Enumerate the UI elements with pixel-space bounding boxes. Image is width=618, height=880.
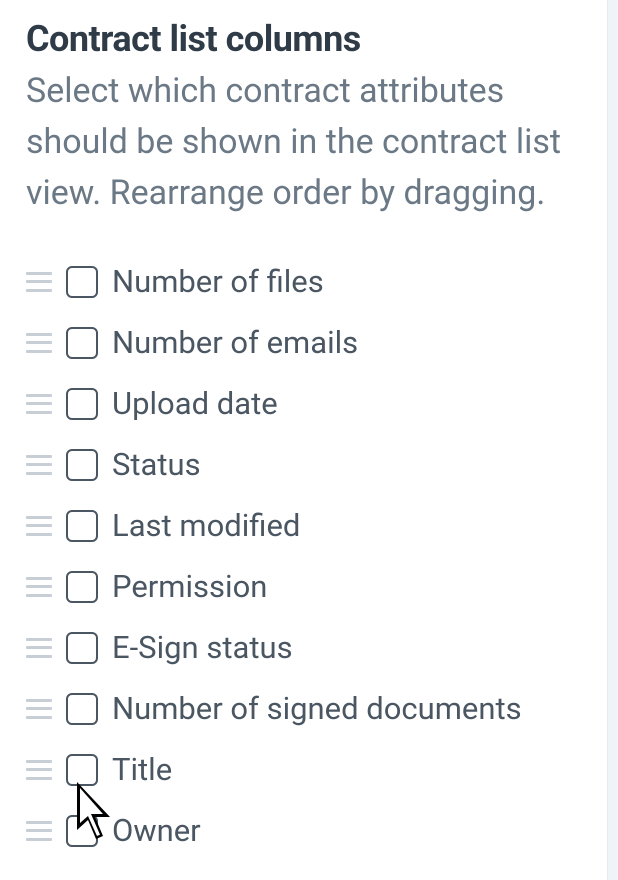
column-checkbox[interactable]: [66, 571, 98, 603]
column-checkbox[interactable]: [66, 327, 98, 359]
column-checkbox[interactable]: [66, 388, 98, 420]
column-row[interactable]: Status: [26, 446, 581, 483]
drag-handle-icon[interactable]: [26, 516, 52, 536]
column-row[interactable]: Number of signed documents: [26, 690, 581, 727]
drag-handle-icon[interactable]: [26, 455, 52, 475]
drag-handle-icon[interactable]: [26, 638, 52, 658]
column-label: Status: [112, 446, 201, 483]
column-label: Title: [112, 751, 172, 788]
page-description: Select which contract attributes should …: [26, 66, 581, 219]
drag-handle-icon[interactable]: [26, 821, 52, 841]
column-checkbox[interactable]: [66, 815, 98, 847]
column-row[interactable]: Number of emails: [26, 324, 581, 361]
drag-handle-icon[interactable]: [26, 760, 52, 780]
column-checkbox[interactable]: [66, 754, 98, 786]
column-row[interactable]: E-Sign status: [26, 629, 581, 666]
settings-panel: Contract list columns Select which contr…: [0, 0, 608, 880]
column-label: Upload date: [112, 385, 278, 422]
drag-handle-icon[interactable]: [26, 577, 52, 597]
column-row[interactable]: Number of files: [26, 263, 581, 300]
column-checkbox[interactable]: [66, 266, 98, 298]
drag-handle-icon[interactable]: [26, 394, 52, 414]
column-label: Number of signed documents: [112, 690, 522, 727]
column-label: Number of emails: [112, 324, 358, 361]
column-checkbox[interactable]: [66, 693, 98, 725]
column-row[interactable]: Owner: [26, 812, 581, 849]
column-label: Last modified: [112, 507, 300, 544]
drag-handle-icon[interactable]: [26, 333, 52, 353]
column-label: Owner: [112, 812, 201, 849]
column-label: Permission: [112, 568, 267, 605]
drag-handle-icon[interactable]: [26, 699, 52, 719]
column-row[interactable]: Upload date: [26, 385, 581, 422]
column-row[interactable]: Permission: [26, 568, 581, 605]
column-checkbox[interactable]: [66, 632, 98, 664]
drag-handle-icon[interactable]: [26, 272, 52, 292]
column-list: Number of files Number of emails Upload da…: [26, 263, 581, 849]
column-checkbox[interactable]: [66, 449, 98, 481]
column-label: E-Sign status: [112, 629, 293, 666]
column-checkbox[interactable]: [66, 510, 98, 542]
column-label: Number of files: [112, 263, 324, 300]
column-row[interactable]: Last modified: [26, 507, 581, 544]
column-row[interactable]: Title: [26, 751, 581, 788]
page-title: Contract list columns: [26, 18, 581, 60]
